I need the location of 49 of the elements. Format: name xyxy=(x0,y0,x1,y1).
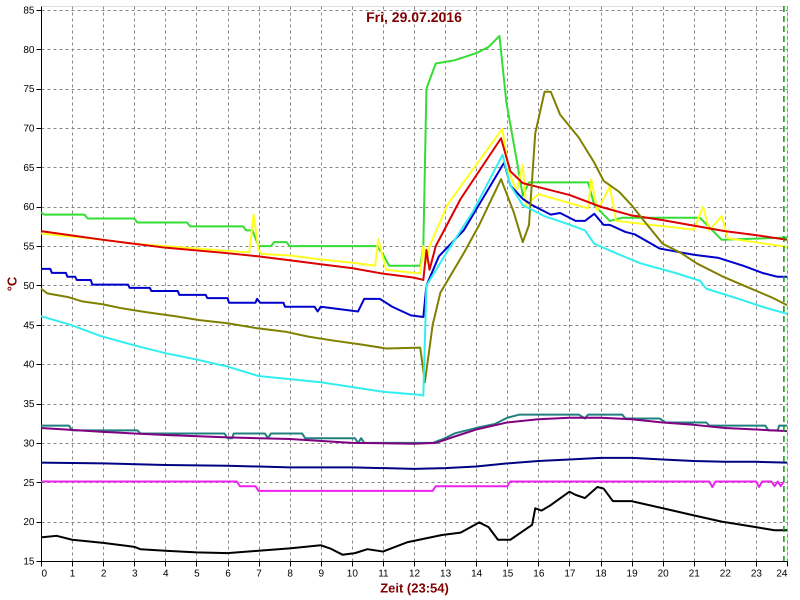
x-tick-label: 9 xyxy=(318,568,324,580)
x-tick-label: 20 xyxy=(658,568,670,580)
x-tick-label: 5 xyxy=(194,568,200,580)
chart-title: Fri, 29.07.2016 xyxy=(366,8,462,25)
x-tick-label: 15 xyxy=(502,568,514,580)
y-tick-label: 60 xyxy=(23,202,35,214)
y-tick-label: 25 xyxy=(23,478,35,489)
x-tick-label: 8 xyxy=(287,568,294,580)
y-tick-label: 20 xyxy=(23,517,35,528)
y-tick-label: 45 xyxy=(23,320,35,332)
y-tick-label: 85 xyxy=(23,5,35,16)
line-series xyxy=(40,34,788,267)
x-tick-label: 1 xyxy=(70,568,76,580)
x-tick-label: 19 xyxy=(626,568,638,580)
y-tick-label: 75 xyxy=(23,84,35,96)
x-tick-label: 3 xyxy=(132,568,138,580)
x-tick-label: 14 xyxy=(471,568,483,580)
x-tick-label: 16 xyxy=(533,568,545,580)
line-series xyxy=(40,154,788,397)
line-series xyxy=(40,480,785,492)
y-axis-title: °C xyxy=(4,276,20,292)
y-tick-label: 65 xyxy=(23,162,35,174)
x-tick-label: 22 xyxy=(720,568,732,580)
x-tick-label: 10 xyxy=(346,568,358,580)
x-tick-label: 13 xyxy=(440,568,452,580)
x-tick-label: 0 xyxy=(42,568,48,580)
x-tick-label: 18 xyxy=(595,568,607,580)
y-tick-label: 50 xyxy=(23,280,35,292)
y-tick-label: 70 xyxy=(23,124,35,135)
y-tick-label: 80 xyxy=(23,44,35,56)
y-tick-label: 30 xyxy=(23,438,35,450)
y-tick-label: 15 xyxy=(23,556,35,568)
x-tick-label: 2 xyxy=(100,568,107,580)
y-tick-label: 35 xyxy=(23,399,35,410)
x-tick-label: 4 xyxy=(163,568,170,580)
x-tick-label: 21 xyxy=(688,568,700,580)
line-series xyxy=(40,90,788,384)
line-series xyxy=(40,456,788,470)
x-tick-label: 11 xyxy=(378,568,390,580)
x-tick-label: 12 xyxy=(408,568,420,580)
line-series xyxy=(40,162,788,318)
y-tick-label: 55 xyxy=(23,242,35,253)
x-tick-label: 23 xyxy=(750,568,762,580)
x-tick-label: 17 xyxy=(564,568,576,580)
x-tick-label: 24 xyxy=(776,568,788,580)
x-tick-label: 6 xyxy=(225,568,232,580)
y-tick-label: 40 xyxy=(23,360,35,371)
x-axis-title: Zeit (23:54) xyxy=(380,580,449,596)
x-tick-label: 7 xyxy=(256,568,262,580)
